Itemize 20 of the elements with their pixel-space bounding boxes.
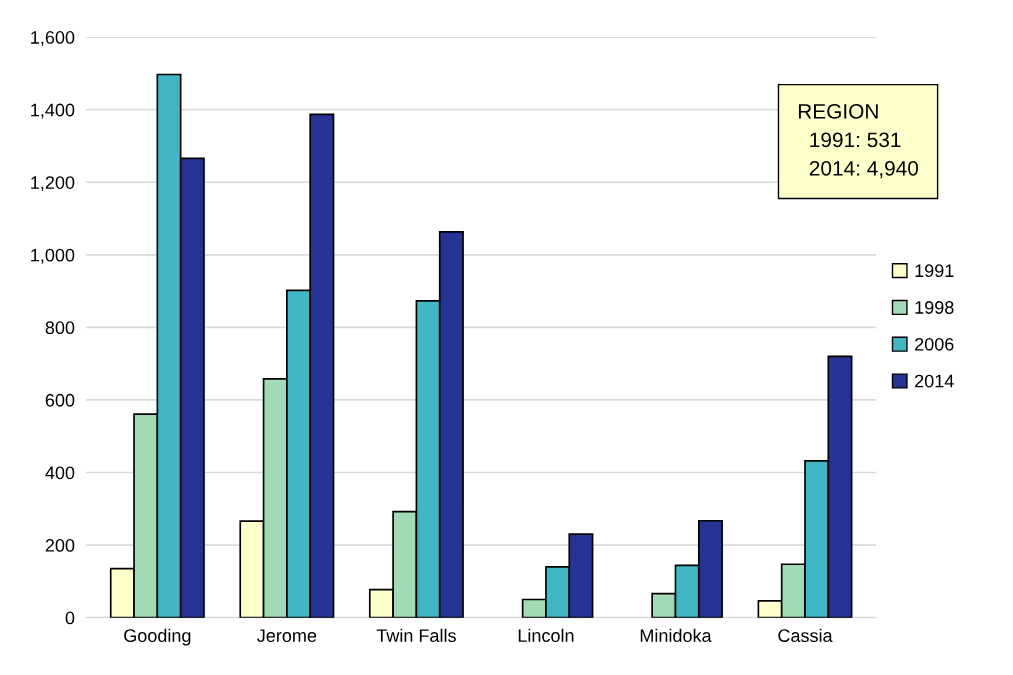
y-tick-label: 1,000 [31, 248, 75, 264]
x-tick-label: Jerome [257, 629, 317, 642]
legend-label: 1998 [915, 301, 954, 314]
x-tick-label: Lincoln [518, 628, 574, 642]
y-tick-label: 800 [45, 321, 75, 335]
x-tick-label: Gooding [124, 628, 191, 646]
annotation: REGION 1991: 531 2014: 4,940 [798, 103, 919, 179]
legend-label: 2006 [915, 337, 954, 351]
y-tick-label: 600 [45, 393, 75, 407]
y-tick-label: 1,400 [31, 103, 75, 119]
y-tick-label: 400 [45, 466, 75, 480]
x-tick-label: Cassia [778, 628, 833, 642]
legend-label: 2014 [915, 374, 954, 388]
y-tick-label: 1,600 [31, 31, 75, 46]
x-tick-label: Twin Falls [376, 628, 456, 642]
legend-label: 1991 [915, 264, 954, 278]
y-tick-label: 0 [65, 611, 75, 625]
y-tick-label: 200 [45, 539, 75, 552]
y-tick-label: 1,200 [31, 176, 75, 192]
x-tick-label: Minidoka [640, 628, 712, 642]
